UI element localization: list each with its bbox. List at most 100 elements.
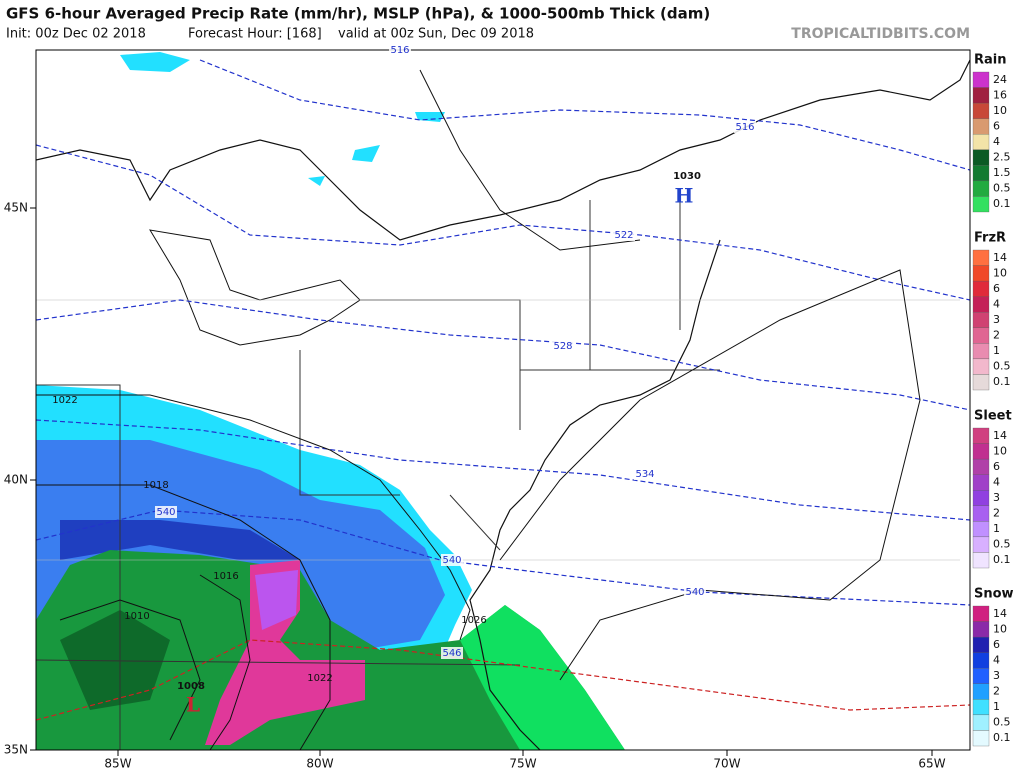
legend-label: 0.5 [993, 360, 1011, 373]
lon-label: 75W [509, 757, 536, 771]
legend-swatch [972, 102, 990, 119]
rain-heavy [60, 610, 170, 710]
legend-label: 0.5 [993, 538, 1011, 551]
label-bg [634, 468, 656, 480]
map-frame [35, 49, 971, 751]
legend-label: 16 [993, 88, 1007, 101]
title: GFS 6-hour Averaged Precip Rate (mm/hr),… [6, 5, 710, 23]
thickness-label: 540 [156, 507, 175, 518]
legend-swatch [972, 165, 990, 182]
pressure-label: 1022 [52, 395, 77, 406]
legend-label: 0.1 [993, 375, 1011, 388]
legend-label: 2 [993, 685, 1000, 698]
legend-label: 1.5 [993, 166, 1011, 179]
legend-swatch [972, 636, 990, 653]
legend-swatch [972, 490, 990, 506]
coastline-north [36, 59, 970, 241]
legend-title: Snow [974, 587, 1014, 602]
legend-swatch [972, 427, 990, 444]
pressure-center: L [186, 693, 200, 717]
coastline-east [469, 239, 721, 750]
legend-swatch [972, 474, 990, 491]
thickness-label: 522 [614, 230, 633, 241]
forecast-hour: Forecast Hour: [168] [188, 27, 322, 42]
legend-swatch [972, 296, 990, 313]
pressure-label: 1026 [461, 615, 486, 626]
legend-swatch [972, 668, 990, 684]
legend-label: 0.1 [993, 731, 1011, 744]
legend-swatch [972, 134, 990, 150]
legend-swatch [972, 71, 990, 88]
watermark: TROPICALTIDBITS.COM [791, 26, 970, 42]
county-lines [36, 299, 960, 561]
legend-swatch [972, 458, 990, 475]
legend-swatch [972, 605, 990, 622]
legend-label: 1 [993, 700, 1000, 713]
label-bg [441, 554, 463, 566]
legend-swatch [972, 730, 990, 747]
legend-label: 3 [993, 669, 1000, 682]
sleet-purple [255, 570, 298, 630]
thickness-label: 516 [390, 45, 409, 56]
legend-swatch [972, 343, 990, 360]
legend-swatch [972, 699, 990, 716]
thickness-label: 528 [553, 341, 572, 352]
legend-swatch [972, 714, 990, 731]
pressure-label: 1010 [124, 611, 149, 622]
legend-label: 10 [993, 444, 1007, 457]
legend-label: 0.1 [993, 553, 1011, 566]
legend-label: 0.5 [993, 182, 1011, 195]
pressure-contours [36, 69, 921, 750]
legend-label: 10 [993, 104, 1007, 117]
legend-swatch [972, 327, 990, 344]
label-bg [552, 340, 574, 352]
pressure-label: 1016 [213, 571, 238, 582]
legend-label: 4 [993, 135, 1000, 148]
legend-label: 3 [993, 313, 1000, 326]
legend-swatch [972, 118, 990, 135]
legend-label: 14 [993, 251, 1007, 264]
legend-label: 6 [993, 638, 1000, 651]
lat-label: 35N [4, 743, 28, 757]
legend-label: 6 [993, 119, 1000, 132]
legend-label: 4 [993, 475, 1000, 488]
legend-label: 1 [993, 522, 1000, 535]
legend-swatch [972, 149, 990, 166]
legend-label: 0.1 [993, 197, 1011, 210]
label-bg [613, 229, 635, 241]
legend-swatch [972, 521, 990, 538]
legend-label: 1 [993, 344, 1000, 357]
legend-title: Sleet [974, 409, 1012, 424]
init-time: Init: 00z Dec 02 2018 [6, 27, 146, 42]
legend-swatch [972, 505, 990, 522]
label-bg [684, 586, 706, 598]
legend-swatch [972, 621, 990, 638]
label-bg [389, 44, 411, 56]
thickness-label: 546 [442, 648, 461, 659]
legend-label: 10 [993, 266, 1007, 279]
thickness-label: 516 [735, 122, 754, 133]
lon-label: 80W [306, 757, 333, 771]
center-pressure: 1008 [177, 681, 205, 692]
legend-swatch [972, 312, 990, 328]
legend-swatch [972, 652, 990, 669]
lat-label: 45N [4, 201, 28, 215]
legend-swatch [972, 374, 990, 391]
center-pressure: 1030 [673, 171, 701, 182]
thickness-label: 540 [442, 555, 461, 566]
legend-label: 3 [993, 491, 1000, 504]
lat-label: 40N [4, 473, 28, 487]
sleet-area [205, 560, 365, 745]
legend-label: 6 [993, 460, 1000, 473]
legend-swatch [972, 196, 990, 213]
lon-label: 85W [104, 757, 131, 771]
legend-swatch [972, 249, 990, 266]
legend-swatch [972, 552, 990, 569]
legend-label: 0.5 [993, 716, 1011, 729]
valid-time: valid at 00z Sun, Dec 09 2018 [338, 27, 534, 42]
legend-swatch [972, 87, 990, 104]
legend-label: 6 [993, 282, 1000, 295]
legend-label: 14 [993, 429, 1007, 442]
thickness-label: 534 [635, 469, 654, 480]
